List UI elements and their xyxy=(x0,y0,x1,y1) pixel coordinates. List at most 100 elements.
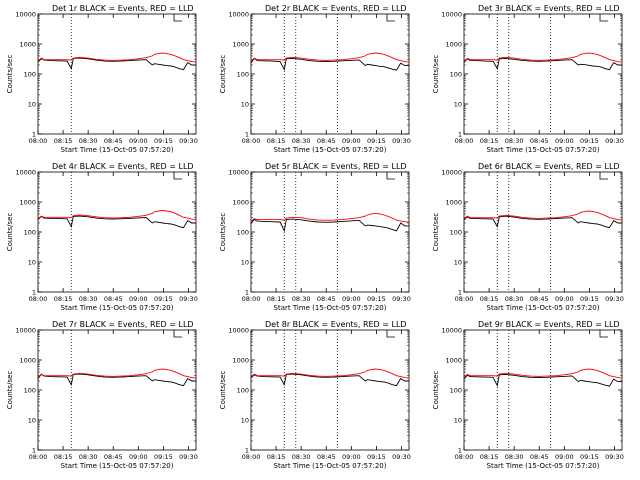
bracket-mark xyxy=(386,14,395,22)
y-tick-label: 1000 xyxy=(19,199,36,207)
x-tick-label: 08:15 xyxy=(267,453,286,461)
x-tick-label: 09:00 xyxy=(129,137,148,145)
y-tick-label: 10 xyxy=(241,417,249,425)
x-tick-label: 08:30 xyxy=(79,295,98,303)
x-tick-label: 08:00 xyxy=(455,295,474,303)
panel-title: Det 3r BLACK = Events, RED = LLD xyxy=(478,4,620,13)
x-tick-label: 08:30 xyxy=(79,137,98,145)
bracket-mark xyxy=(599,330,608,338)
y-tick-label: 10000 xyxy=(228,169,249,177)
y-axis-label: Counts/sec xyxy=(432,213,440,252)
x-axis-label: Start Time (15-Oct-05 07:57:20) xyxy=(61,462,174,470)
y-tick-label: 10000 xyxy=(15,169,36,177)
y-tick-label: 100 xyxy=(450,229,462,237)
x-tick-label: 09:30 xyxy=(605,137,624,145)
y-axis-label: Counts/sec xyxy=(432,55,440,94)
series-line-lld xyxy=(250,52,410,63)
x-tick-label: 09:30 xyxy=(392,137,411,145)
bracket-mark xyxy=(599,172,608,180)
x-tick-label: 08:00 xyxy=(242,295,261,303)
series-line-events xyxy=(250,373,409,387)
x-axis-label: Start Time (15-Oct-05 07:57:20) xyxy=(274,462,387,470)
series-line-lld xyxy=(463,210,623,221)
series-line-lld xyxy=(37,368,197,379)
x-tick-label: 09:30 xyxy=(605,295,624,303)
y-tick-label: 1 xyxy=(458,447,462,455)
x-tick-label: 09:00 xyxy=(342,295,361,303)
y-tick-label: 10 xyxy=(241,259,249,267)
x-tick-label: 09:00 xyxy=(129,295,148,303)
x-tick-label: 08:00 xyxy=(242,453,261,461)
plot-frame xyxy=(250,13,410,135)
bracket-mark xyxy=(173,14,182,22)
panel-det-5: Det 5r BLACK = Events, RED = LLD11010010… xyxy=(219,162,551,312)
y-tick-label: 1000 xyxy=(232,357,249,365)
y-axis-label: Counts/sec xyxy=(6,55,14,94)
plot-frame xyxy=(463,171,623,293)
panel-det-8: Det 8r BLACK = Events, RED = LLD11010010… xyxy=(219,320,551,470)
y-tick-label: 10 xyxy=(28,101,36,109)
series-line-lld xyxy=(463,52,623,63)
x-tick-label: 08:45 xyxy=(317,295,336,303)
x-axis-label: Start Time (15-Oct-05 07:57:20) xyxy=(487,304,600,312)
series-line-lld xyxy=(463,368,623,379)
y-tick-label: 1 xyxy=(245,447,249,455)
x-tick-label: 09:00 xyxy=(555,137,574,145)
y-axis-label: Counts/sec xyxy=(219,55,227,94)
plot-frame xyxy=(463,13,623,135)
panel-title: Det 4r BLACK = Events, RED = LLD xyxy=(52,162,194,171)
x-tick-label: 08:00 xyxy=(29,295,48,303)
series-line-events xyxy=(250,218,409,233)
y-tick-label: 1 xyxy=(32,131,36,139)
y-tick-label: 10 xyxy=(454,417,462,425)
series-line-events xyxy=(463,57,622,71)
x-tick-label: 09:15 xyxy=(367,453,386,461)
x-tick-label: 09:15 xyxy=(367,295,386,303)
y-tick-label: 1 xyxy=(32,447,36,455)
y-tick-label: 10000 xyxy=(228,11,249,19)
plot-frame xyxy=(37,329,197,451)
x-tick-label: 09:15 xyxy=(580,453,599,461)
x-axis-label: Start Time (15-Oct-05 07:57:20) xyxy=(274,304,387,312)
series-line-events xyxy=(37,373,196,387)
panel-det-2: Det 2r BLACK = Events, RED = LLD11010010… xyxy=(219,4,551,154)
x-tick-label: 08:15 xyxy=(480,137,499,145)
y-tick-label: 100 xyxy=(450,71,462,79)
series-line-events xyxy=(37,57,196,71)
x-tick-label: 08:15 xyxy=(54,137,73,145)
y-tick-label: 10000 xyxy=(228,327,249,335)
y-axis-label: Counts/sec xyxy=(432,371,440,410)
panel-title: Det 2r BLACK = Events, RED = LLD xyxy=(265,4,407,13)
x-tick-label: 08:30 xyxy=(292,295,311,303)
x-tick-label: 09:15 xyxy=(580,137,599,145)
x-tick-label: 08:45 xyxy=(530,295,549,303)
x-tick-label: 08:00 xyxy=(455,137,474,145)
panel-det-3: Det 3r BLACK = Events, RED = LLD 1 10 100 10… xyxy=(432,4,624,154)
bracket-mark xyxy=(173,330,182,338)
x-tick-label: 09:30 xyxy=(179,137,198,145)
x-tick-label: 09:00 xyxy=(555,295,574,303)
plot-frame xyxy=(463,329,623,451)
y-tick-label: 100 xyxy=(237,71,249,79)
y-tick-label: 10000 xyxy=(15,11,36,19)
y-tick-label: 10000 xyxy=(15,327,36,335)
x-tick-label: 09:30 xyxy=(605,453,624,461)
y-tick-label: 10000 xyxy=(441,327,462,335)
x-tick-label: 09:00 xyxy=(342,453,361,461)
x-tick-label: 08:15 xyxy=(54,453,73,461)
plot-frame xyxy=(37,13,197,135)
y-tick-label: 100 xyxy=(237,387,249,395)
x-axis-label: Start Time (15-Oct-05 07:57:20) xyxy=(274,146,387,154)
x-tick-label: 08:15 xyxy=(480,295,499,303)
x-axis-label: Start Time (15-Oct-05 07:57:20) xyxy=(487,462,600,470)
panel-det-7: Det 7r BLACK = Events, RED = LLD11010010… xyxy=(6,320,338,470)
bracket-mark xyxy=(599,14,608,22)
y-tick-label: 1000 xyxy=(232,41,249,49)
x-tick-label: 08:00 xyxy=(455,453,474,461)
series-line-lld xyxy=(37,52,197,63)
series-line-events xyxy=(463,373,622,387)
x-tick-label: 08:30 xyxy=(292,137,311,145)
x-tick-label: 09:30 xyxy=(392,453,411,461)
y-tick-label: 100 xyxy=(450,387,462,395)
